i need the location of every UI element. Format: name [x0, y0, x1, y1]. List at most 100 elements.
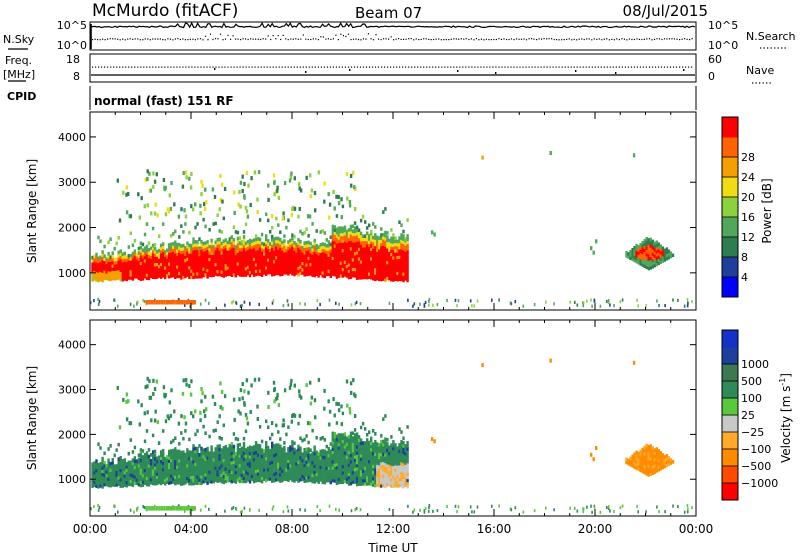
power-cell: [271, 226, 273, 230]
power-cell: [190, 263, 192, 267]
velocity-cell: [392, 447, 394, 451]
power-cell: [402, 247, 404, 251]
velocity-cell: [406, 472, 408, 476]
power-cell: [205, 299, 207, 302]
power-cell: [301, 246, 303, 250]
power-cell: [322, 268, 324, 272]
velocity-cell: [204, 431, 206, 435]
nave-point: [200, 67, 201, 68]
nsearch-point: [365, 39, 366, 40]
nsearch-point: [298, 39, 299, 40]
power-cell: [190, 253, 192, 257]
velocity-cell: [305, 434, 307, 438]
nave-point: [628, 67, 629, 68]
nsearch-point: [305, 39, 306, 40]
velocity-cell: [316, 436, 318, 440]
power-cell: [241, 254, 243, 258]
power-cell: [120, 253, 122, 257]
velocity-cell: [130, 421, 132, 425]
power-cell: [406, 279, 408, 283]
power-ylabel: Slant Range [km]: [25, 159, 39, 263]
power-cell: [402, 237, 404, 241]
velocity-cell: [180, 470, 182, 474]
power-cell: [251, 246, 253, 250]
power-cell: [196, 222, 198, 226]
nave-point: [104, 67, 105, 68]
velocity-cell: [291, 440, 293, 444]
velocity-cell: [241, 464, 243, 468]
velocity-cell: [140, 474, 142, 478]
velocity-cell: [257, 417, 259, 421]
velocity-cell: [150, 453, 152, 457]
power-cell: [221, 273, 223, 277]
velocity-cell: [271, 454, 273, 458]
velocity-cell: [180, 467, 182, 471]
nave-point: [580, 67, 581, 68]
nsearch-point: [135, 38, 136, 39]
power-cell: [161, 300, 164, 305]
power-cell: [120, 272, 122, 276]
power-cell: [208, 228, 210, 232]
nave-point: [125, 67, 126, 68]
nsearch-point: [132, 39, 133, 40]
velocity-cell: [342, 412, 344, 416]
power-cell: [190, 257, 192, 261]
velocity-cell: [261, 440, 263, 444]
power-cell: [332, 244, 334, 248]
velocity-cell: [282, 418, 284, 422]
nsearch-point: [554, 39, 555, 40]
power-cell: [332, 257, 334, 261]
velocity-cell: [281, 469, 283, 473]
nave-point: [110, 67, 111, 68]
power-cell: [200, 259, 202, 263]
nave-point: [456, 67, 457, 68]
nsearch-point: [320, 36, 321, 37]
power-cell: [170, 243, 172, 247]
nsearch-point: [325, 39, 326, 40]
velocity-cell: [184, 429, 186, 433]
power-cell: [553, 302, 555, 305]
nave-point: [447, 67, 448, 68]
power-cell: [152, 185, 154, 189]
nsearch-point: [416, 38, 417, 39]
nsearch-point: [468, 39, 469, 40]
power-cell: [234, 211, 236, 215]
nave-point: [664, 67, 665, 68]
velocity-cell: [406, 444, 408, 448]
velocity-cell: [342, 437, 344, 441]
power-cell: [119, 218, 121, 222]
velocity-cell: [210, 452, 212, 456]
power-cell: [342, 236, 344, 240]
power-cell: [382, 252, 384, 256]
velocity-cell: [109, 465, 111, 469]
velocity-cell: [170, 481, 172, 485]
nsearch-point: [564, 39, 565, 40]
velocity-cell: [160, 457, 162, 461]
power-cell: [364, 220, 366, 224]
power-cell: [173, 300, 176, 305]
power-cell: [254, 170, 256, 174]
velocity-cell: [215, 429, 217, 433]
nave-point: [441, 67, 442, 68]
power-cell: [122, 191, 124, 195]
power-cell: [210, 258, 212, 262]
nsearch-point: [95, 39, 96, 40]
power-cell: [406, 247, 408, 251]
power-cell: [202, 218, 204, 222]
noise-tick-low-left: 10^0: [57, 39, 87, 52]
velocity-cell: [406, 457, 408, 461]
nave-point: [565, 67, 566, 68]
power-cell: [402, 244, 404, 248]
velocity-cell: [241, 461, 243, 465]
nsearch-point: [358, 39, 359, 40]
velocity-cell: [152, 434, 154, 438]
power-cell: [221, 261, 223, 265]
velocity-cell: [352, 443, 354, 447]
power-cell: [190, 185, 192, 189]
power-cell: [370, 230, 372, 234]
nave-point: [547, 67, 548, 68]
velocity-cell: [291, 475, 293, 479]
nsearch-point: [408, 38, 409, 39]
power-cell: [299, 207, 301, 211]
power-cell: [372, 267, 374, 271]
